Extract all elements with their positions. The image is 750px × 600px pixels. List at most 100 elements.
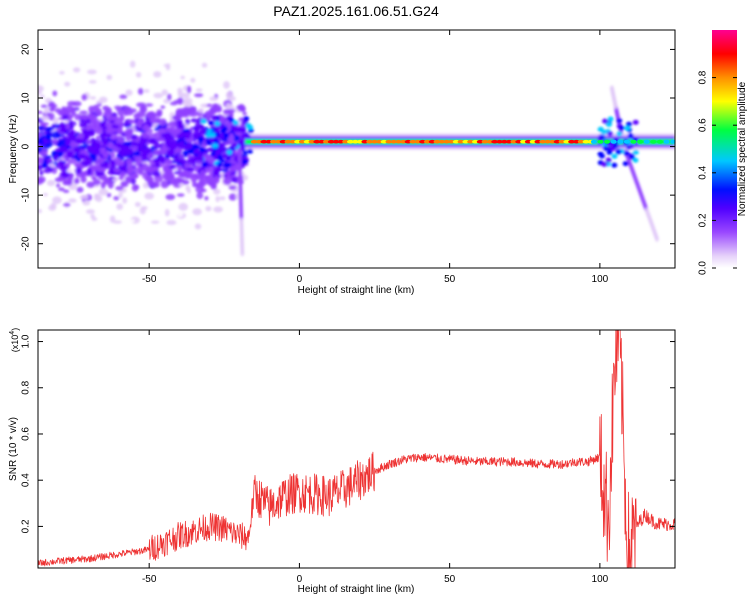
carrier-core-cell [318, 139, 326, 144]
spectrogram-cell [160, 180, 169, 189]
spectrogram-cell [86, 145, 96, 153]
spectrogram-cell [225, 162, 232, 168]
spectrogram-cell [90, 96, 97, 100]
spectrogram-cell [85, 157, 94, 166]
carrier-core-cell [670, 139, 675, 144]
spectrogram-cell [147, 165, 155, 174]
spectrogram-cell [213, 175, 220, 184]
spectrogram-cell [95, 171, 105, 177]
spectrogram-cell [247, 148, 254, 154]
spectrogram-cell [184, 131, 191, 140]
spectrogram-cell [191, 183, 199, 188]
spectrogram-cell [39, 94, 45, 99]
spectrogram-cell [242, 151, 248, 159]
colorbar-tick-label: 0.2 [698, 213, 709, 227]
spectrogram-cell [627, 133, 634, 139]
carrier-core-cell [414, 139, 422, 144]
carrier-core-cell [462, 139, 470, 144]
carrier-core-cell [617, 139, 624, 144]
spectrogram-cell [67, 158, 78, 165]
spectrogram-cell [38, 177, 44, 185]
spectrogram-cell [134, 184, 140, 190]
spectrogram-cell [632, 119, 639, 125]
spectrogram-cell [206, 147, 214, 153]
spectrogram-cell [52, 117, 59, 125]
carrier-core-cell [404, 139, 412, 144]
spectrogram-cell [182, 100, 190, 107]
spectrogram-cell [88, 105, 95, 113]
spectrogram-blobs [38, 60, 675, 257]
spectrogram-cell [50, 163, 55, 168]
spectrogram-cell [607, 131, 614, 137]
spectrogram-x-ticks: -50 0 50 100 [142, 30, 609, 285]
spectrogram-cell [74, 138, 84, 145]
spectrogram-cell [165, 173, 171, 179]
spectrogram-cell [153, 92, 164, 99]
spectrogram-cell [195, 88, 203, 92]
spectrogram-cell [135, 71, 142, 78]
spectrogram-cell [153, 158, 160, 163]
spectrogram-cell [117, 109, 125, 116]
spectrogram-cell [227, 136, 235, 143]
spectrogram-cell [200, 229, 209, 233]
spectrogram-cell [55, 183, 61, 188]
spectrogram-cell [240, 133, 247, 139]
colorbar-tick-label: 0.6 [698, 118, 709, 132]
y-tick-label: 0.2 [21, 519, 32, 533]
spectrogram-cell [612, 143, 619, 149]
spectrogram-cell [80, 176, 87, 183]
spectrogram-cell [125, 89, 133, 96]
spectrogram-cell [81, 118, 91, 125]
carrier-core [250, 139, 675, 144]
x-tick-label: 100 [592, 274, 609, 285]
spectrogram-cell [200, 118, 207, 124]
snr-line [38, 330, 675, 568]
spectrogram-cell [157, 128, 167, 134]
spectrogram-cell [153, 71, 162, 78]
spectrogram-cell [127, 119, 136, 124]
spectrogram-cell [50, 202, 57, 209]
carrier-core-cell [544, 139, 552, 144]
spectrogram-cell [38, 90, 43, 95]
carrier-core-cell [467, 139, 475, 144]
carrier-core-cell [313, 139, 321, 144]
spectrogram-cell [59, 122, 67, 130]
spectrogram-cell [96, 158, 105, 165]
spectrogram-cell [180, 92, 190, 99]
x-tick-label: 100 [592, 574, 609, 585]
spectrogram-cell [168, 121, 178, 128]
snr-y-label: SNR (10 * v/v) [8, 417, 19, 481]
spectrogram-cell [163, 64, 169, 68]
spectrogram-cell [165, 132, 172, 137]
spectrogram-cell [79, 122, 88, 128]
carrier-core-cell [294, 139, 302, 144]
x-tick-label: 0 [297, 574, 303, 585]
spectrogram-cell [166, 168, 173, 175]
carrier-core-cell [534, 139, 542, 144]
spectrogram-cell [177, 87, 183, 94]
spectrogram-cell [85, 209, 95, 214]
spectrogram-cell [45, 158, 53, 165]
spectrogram-cell [91, 176, 97, 181]
spectrogram-cell [228, 185, 237, 190]
spectrogram-cell [74, 178, 80, 185]
spectrogram-cell [38, 139, 45, 144]
spectrogram-cell [129, 174, 139, 179]
spectrogram-cell [209, 107, 217, 112]
colorbar-tick-label: 0.8 [698, 70, 709, 84]
spectrogram-tail [240, 250, 245, 257]
spectrogram-cell [145, 111, 155, 118]
spectrogram-cell [59, 145, 68, 153]
spectrogram-cell [93, 193, 99, 201]
spectrogram-cell [130, 135, 138, 140]
spectrogram-cell [216, 162, 223, 168]
spectrogram-cell [118, 192, 123, 199]
spectrogram-cell [76, 186, 84, 193]
spectrogram-cell [177, 124, 185, 130]
carrier-core-cell [491, 139, 499, 144]
carrier-core-cell [558, 139, 566, 144]
spectrogram-cell [602, 145, 609, 151]
spectrogram-cell [201, 62, 208, 68]
carrier-core-cell [539, 139, 547, 144]
